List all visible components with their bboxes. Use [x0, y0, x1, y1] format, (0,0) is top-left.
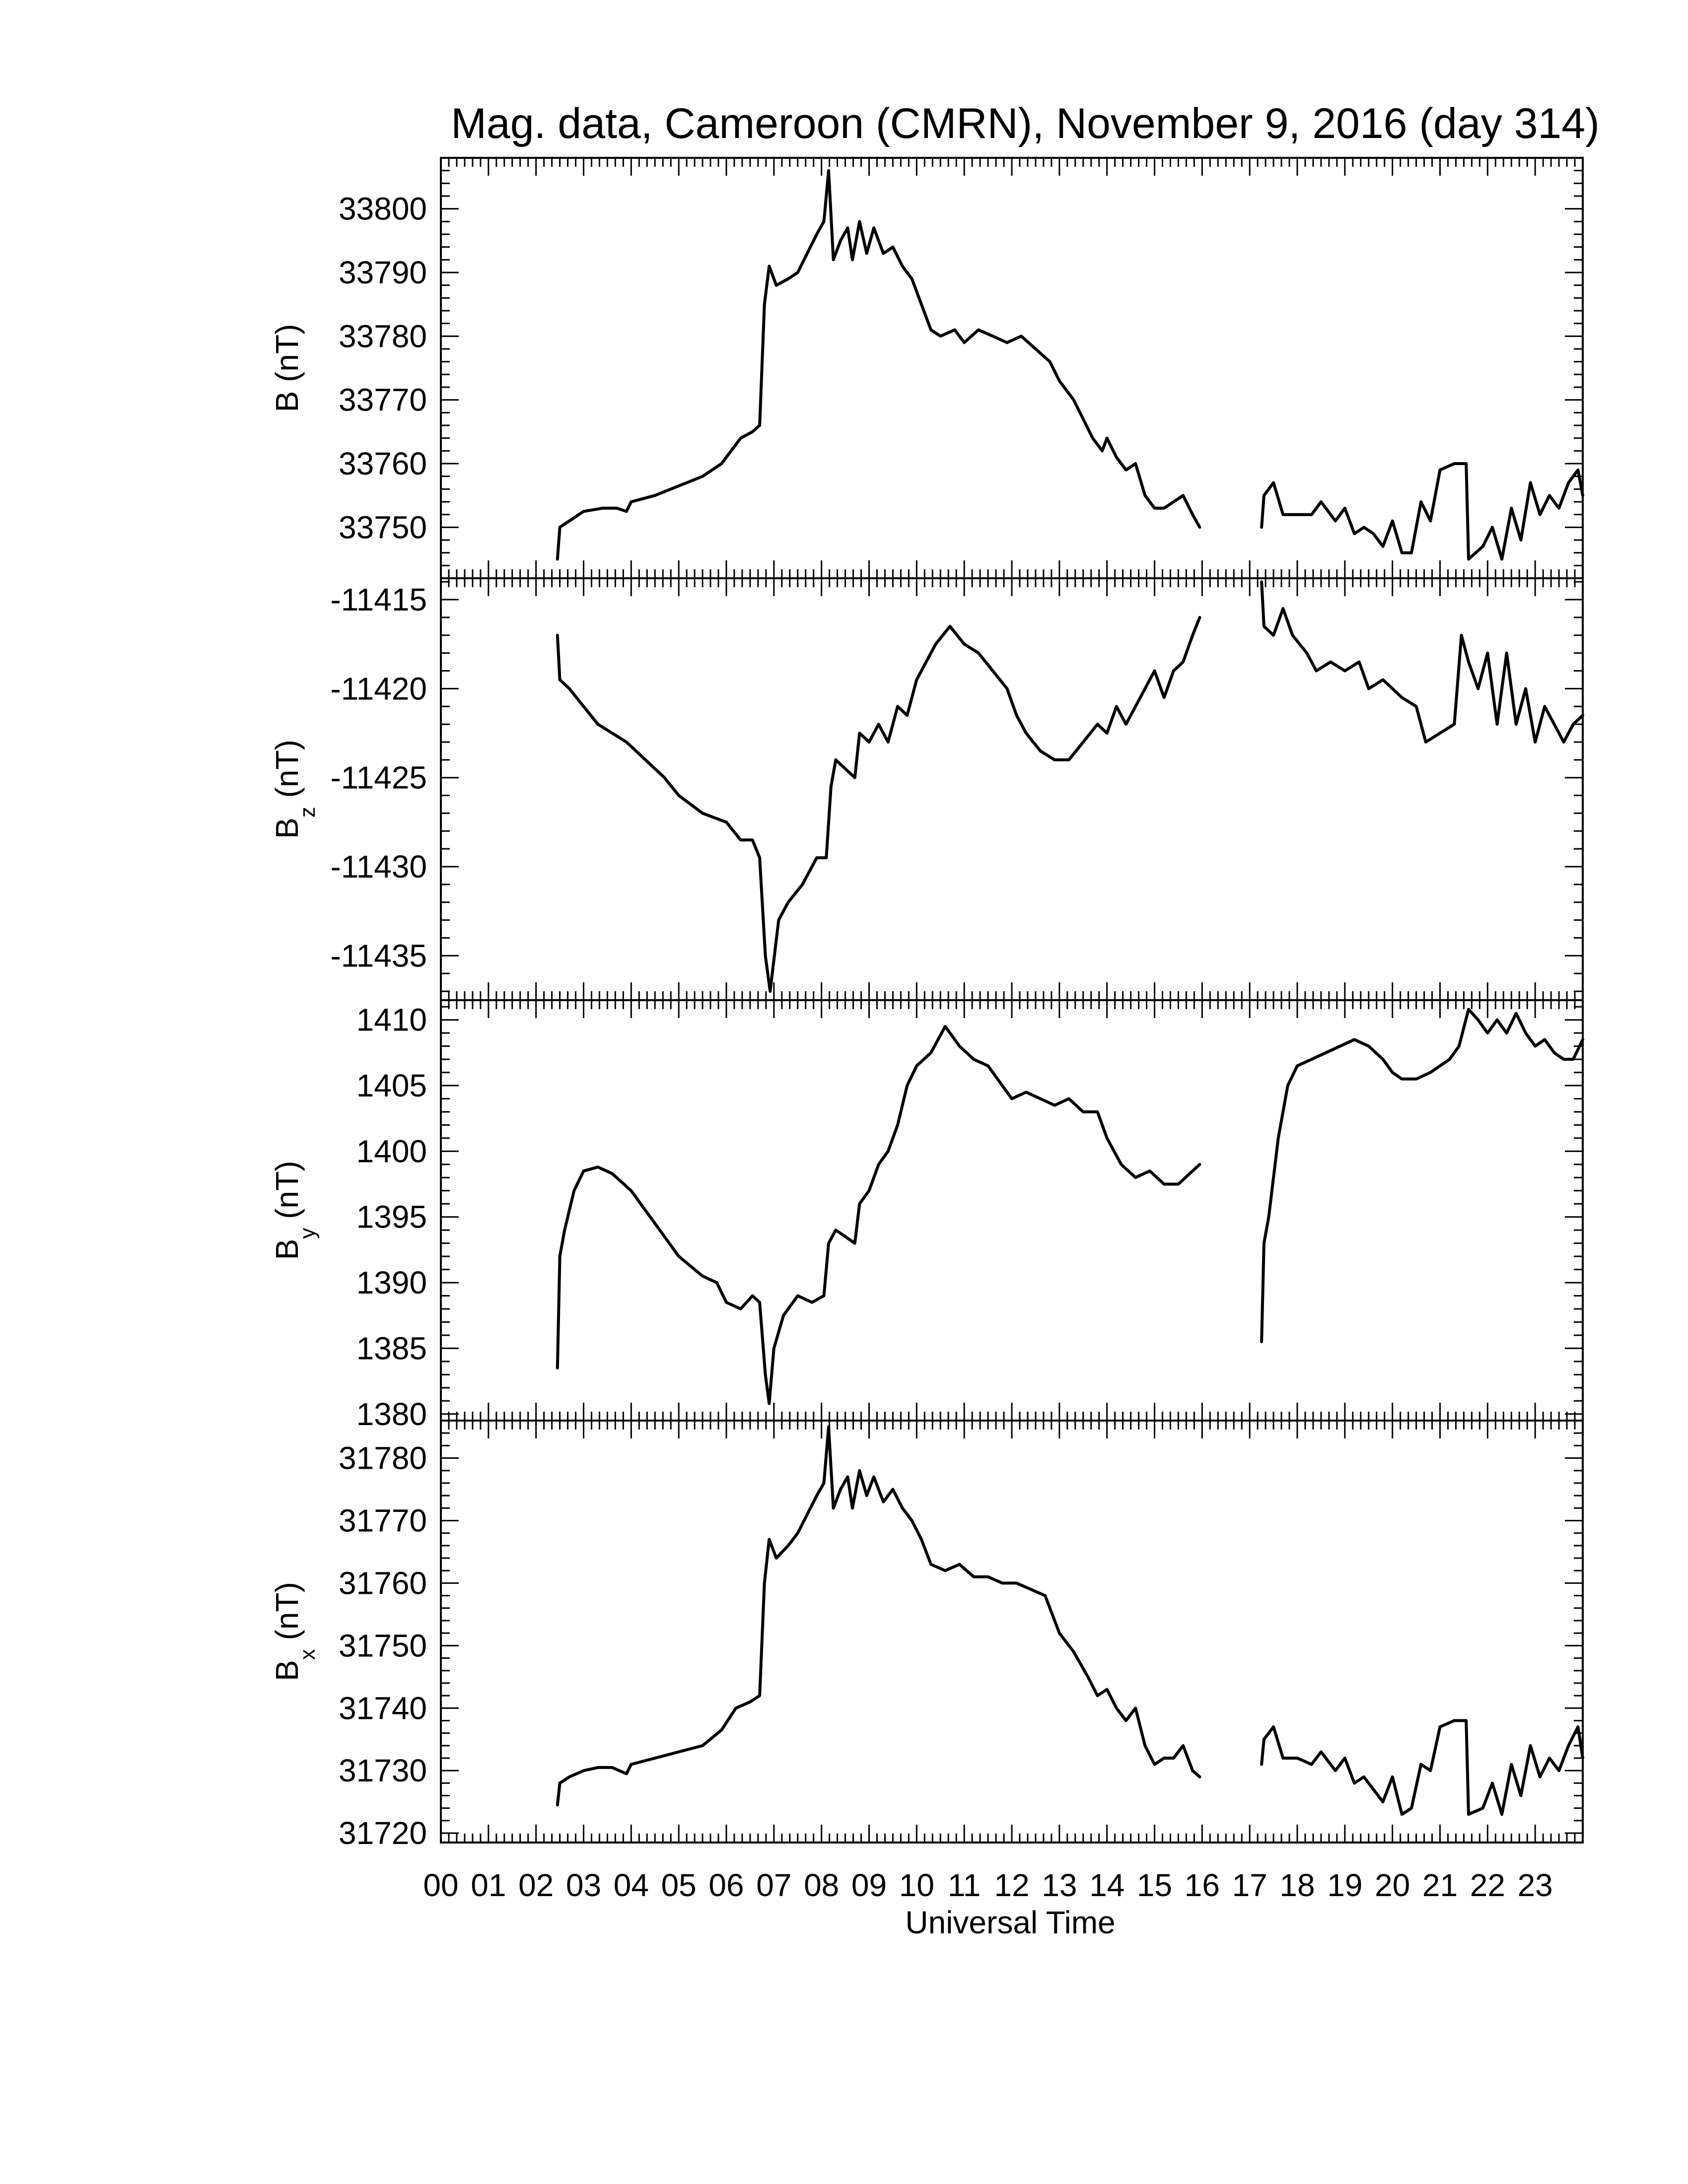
y-axis-label-sub: x [295, 1649, 320, 1660]
y-axis-label-main: B [269, 818, 305, 839]
y-tick-label-by: 1385 [356, 1330, 427, 1366]
x-tick-label: 07 [756, 1867, 791, 1903]
x-tick-label: 12 [994, 1867, 1029, 1903]
trace-bz-segment-1 [556, 615, 1201, 993]
y-tick-label-by: 1380 [356, 1396, 427, 1432]
y-tick-label-bx: 31730 [339, 1753, 427, 1788]
x-tick-label: 17 [1232, 1867, 1267, 1903]
x-axis: 00 01 02 03 04 05 06 07 08 09 10 11 12 13 14 15 16 17 18 19… [423, 1867, 1552, 1903]
x-tick-label: 19 [1327, 1867, 1362, 1903]
panel-b-total: 33750 33760 33770 33780 33790 33800 B (nT) [269, 157, 1584, 579]
x-tick-label: 06 [708, 1867, 744, 1903]
panel-bx: 31780 31770 31760 31750 31740 31730 31720 Bx (n… [269, 1420, 1584, 1851]
trace-bz-segment-2 [1260, 580, 1584, 744]
x-tick-label: 21 [1422, 1867, 1458, 1903]
y-axis-label-unit: (nT) [269, 1582, 305, 1649]
y-tick-label-by: 1395 [356, 1199, 427, 1235]
y-tick-label-bx: 31770 [339, 1502, 427, 1538]
x-tick-label: 02 [518, 1867, 554, 1903]
y-tick-label-b-total: 33790 [339, 255, 427, 290]
x-tick-label: 15 [1137, 1867, 1172, 1903]
y-tick-label-by: 1400 [356, 1133, 427, 1169]
y-tick-label-b-total: 33770 [339, 382, 427, 418]
trace-bx-segment-1 [556, 1425, 1201, 1807]
y-axis-label-bx: Bx (nT) [269, 1582, 320, 1681]
x-tick-label: 13 [1042, 1867, 1077, 1903]
y-tick-label-bz: -11430 [330, 849, 427, 885]
x-tick-label: 05 [661, 1867, 697, 1903]
y-tick-label-b-total: 33760 [339, 446, 427, 481]
x-tick-label: 14 [1089, 1867, 1125, 1903]
y-tick-label-bx: 31750 [339, 1628, 427, 1663]
y-axis-label-main: B [269, 1239, 305, 1260]
y-tick-label-b-total: 33780 [339, 318, 427, 354]
y-tick-label-bz: -11420 [330, 671, 427, 706]
x-tick-label: 10 [899, 1867, 934, 1903]
y-axis-label-sub: z [295, 807, 320, 818]
y-axis-label-main: B [269, 1660, 305, 1681]
panels: 33750 33760 33770 33780 33790 33800 B (nT) -114… [269, 157, 1584, 1851]
trace-b-total-segment-1 [556, 169, 1201, 561]
y-axis-label-bz: Bz (nT) [269, 740, 320, 839]
y-tick-label-bz: -11435 [330, 938, 427, 973]
x-tick-label: 18 [1279, 1867, 1315, 1903]
x-tick-label: 22 [1470, 1867, 1505, 1903]
y-axis-label-b-total: B (nT) [269, 324, 305, 412]
y-axis-label-unit: (nT) [269, 740, 305, 807]
y-tick-label-by: 1405 [356, 1068, 427, 1103]
y-tick-label-bz: -11425 [330, 760, 427, 796]
x-axis-label: Universal Time [905, 1905, 1115, 1940]
x-tick-label: 00 [423, 1867, 458, 1903]
y-axis-label-unit: (nT) [269, 1161, 305, 1228]
y-tick-label-bz: -11415 [330, 582, 427, 617]
y-tick-label-b-total: 33750 [339, 509, 427, 545]
x-tick-label: 04 [614, 1867, 649, 1903]
y-axis-label-sub: y [295, 1228, 320, 1239]
y-tick-label-by: 1390 [356, 1265, 427, 1300]
y-tick-label-bx: 31720 [339, 1815, 427, 1851]
x-tick-label: 16 [1185, 1867, 1220, 1903]
y-tick-label-bx: 31780 [339, 1440, 427, 1476]
y-tick-label-bx: 31760 [339, 1565, 427, 1601]
chart-title: Mag. data, Cameroon (CMRN), November 9, … [451, 100, 1599, 147]
y-tick-label-b-total: 33800 [339, 191, 427, 227]
trace-by-segment-1 [556, 1024, 1201, 1405]
x-tick-label: 11 [948, 1867, 981, 1903]
y-axis-label-by: By (nT) [269, 1161, 320, 1260]
x-tick-label: 08 [804, 1867, 839, 1903]
x-tick-label: 01 [471, 1867, 506, 1903]
x-tick-label: 20 [1375, 1867, 1410, 1903]
y-tick-label-bx: 31740 [339, 1690, 427, 1726]
x-tick-label: 09 [851, 1867, 887, 1903]
x-tick-label: 23 [1518, 1867, 1553, 1903]
trace-by-segment-2 [1260, 1008, 1584, 1344]
y-tick-label-by: 1410 [356, 1002, 427, 1038]
x-tick-label: 03 [566, 1867, 601, 1903]
trace-b-total-segment-2 [1260, 462, 1584, 561]
trace-bx-segment-2 [1260, 1719, 1584, 1816]
